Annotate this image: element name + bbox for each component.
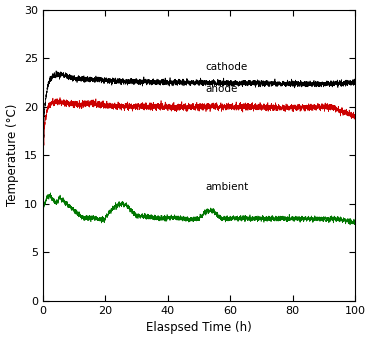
Text: ambient: ambient bbox=[205, 182, 249, 192]
Text: anode: anode bbox=[205, 84, 238, 94]
Text: cathode: cathode bbox=[205, 62, 247, 72]
X-axis label: Elaspsed Time (h): Elaspsed Time (h) bbox=[146, 321, 252, 335]
Y-axis label: Temperature (°C): Temperature (°C) bbox=[6, 104, 19, 206]
